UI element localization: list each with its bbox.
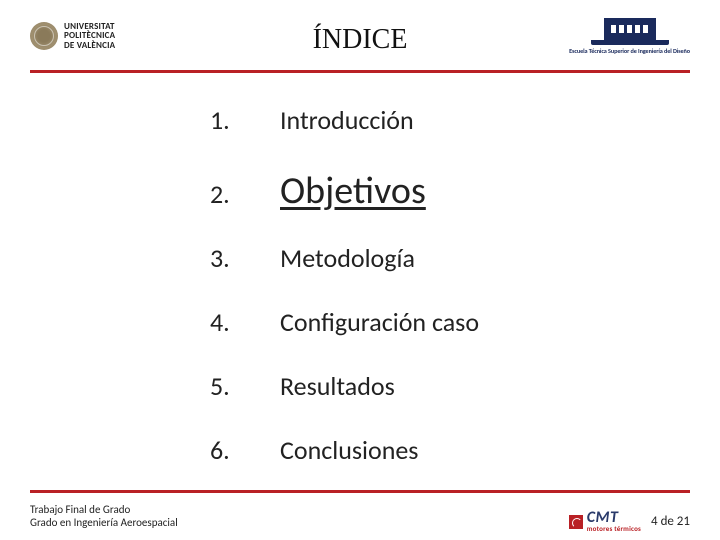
index-item: 4. Configuración caso: [210, 306, 720, 338]
cmt-sub: motores térmicos: [587, 526, 641, 532]
index-label: Configuración caso: [280, 306, 479, 338]
header: UNIVERSITAT POLITÈCNICA DE VALÈNCIA ÍNDI…: [0, 0, 720, 70]
upv-line3: DE VALÈNCIA: [64, 41, 115, 50]
index-num: 3.: [210, 242, 280, 274]
etsid-base-icon: [591, 40, 669, 45]
header-rule: [30, 70, 690, 74]
index-num: 6.: [210, 434, 280, 466]
etsid-label: Escuela Técnica Superior de Ingeniería d…: [569, 47, 690, 55]
index-num: 4.: [210, 306, 280, 338]
upv-seal-icon: [30, 22, 58, 50]
index-list: 1. Introducción 2. Objetivos 3. Metodolo…: [210, 104, 720, 466]
index-num: 2.: [210, 178, 280, 210]
index-item: 5. Resultados: [210, 370, 720, 402]
upv-text: UNIVERSITAT POLITÈCNICA DE VALÈNCIA: [64, 22, 115, 50]
index-label: Metodología: [280, 242, 415, 274]
index-label: Conclusiones: [280, 434, 418, 466]
footer-right: CMT motores térmicos 4 de 21: [569, 511, 690, 532]
footer-line1: Trabajo Final de Grado: [30, 503, 178, 517]
footer-left: Trabajo Final de Grado Grado en Ingenier…: [30, 503, 178, 531]
index-label: Objetivos: [280, 168, 426, 214]
index-item: 6. Conclusiones: [210, 434, 720, 466]
index-label: Resultados: [280, 370, 395, 402]
index-item-current: 2. Objetivos: [210, 168, 720, 214]
footer-rule: [30, 490, 690, 493]
page-title: ÍNDICE: [313, 24, 408, 56]
cmt-icon: [569, 515, 583, 529]
page-number: 4 de 21: [651, 514, 690, 529]
footer: Trabajo Final de Grado Grado en Ingenier…: [0, 490, 720, 540]
index-item: 3. Metodología: [210, 242, 720, 274]
index-label: Introducción: [280, 104, 414, 136]
cmt-text: CMT motores térmicos: [587, 511, 641, 532]
header-rule-bar: [30, 70, 690, 73]
index-item: 1. Introducción: [210, 104, 720, 136]
logo-upv: UNIVERSITAT POLITÈCNICA DE VALÈNCIA: [30, 22, 115, 50]
index-num: 5.: [210, 370, 280, 402]
footer-line2: Grado en Ingeniería Aeroespacial: [30, 516, 178, 530]
index-num: 1.: [210, 104, 280, 136]
etsid-building-icon: [604, 18, 656, 40]
logo-etsid: Escuela Técnica Superior de Ingeniería d…: [569, 18, 690, 55]
cmt-logo: CMT motores térmicos: [569, 511, 641, 532]
